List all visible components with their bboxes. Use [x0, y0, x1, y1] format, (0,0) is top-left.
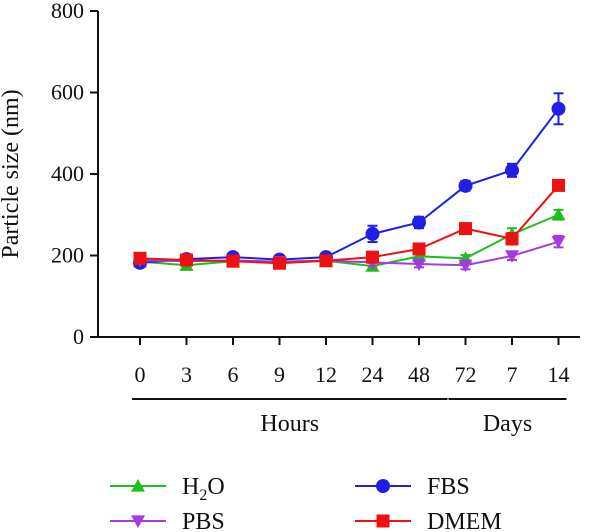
y-axis-title: Particle size (nm)	[0, 89, 24, 258]
legend-item-dmem: DMEM	[355, 509, 502, 532]
data-point	[505, 163, 519, 178]
group-brackets: Hours Days	[132, 398, 567, 437]
series-line	[139, 213, 559, 268]
series-pbs	[133, 234, 566, 273]
legend-item-h2o: H2O	[110, 474, 225, 504]
series-fbs	[133, 92, 566, 270]
group-label: Days	[483, 411, 532, 437]
data-point	[365, 226, 380, 241]
data-point	[319, 254, 333, 268]
legend-label: H2O	[182, 474, 225, 504]
data-point	[412, 215, 426, 230]
data-point	[366, 250, 379, 264]
series-dmem	[133, 178, 565, 270]
legend-item-pbs: PBS	[110, 509, 225, 532]
legend-marker	[376, 479, 390, 493]
y-tick-label: 400	[51, 161, 84, 186]
legend-marker	[131, 479, 145, 492]
data-point	[458, 178, 473, 193]
x-tick-label: 48	[408, 362, 430, 387]
series-line	[139, 184, 560, 265]
data-point	[412, 258, 426, 272]
x-tick-label: 3	[181, 362, 192, 387]
data-point	[459, 222, 472, 236]
y-tick-label: 200	[51, 243, 84, 268]
x-tick-label: 9	[274, 362, 285, 387]
legend: H2O FBS PBS DMEM	[110, 474, 502, 532]
data-point	[551, 207, 566, 221]
y-tick-label: 600	[51, 80, 84, 105]
data-point	[505, 232, 519, 246]
x-tick-label: 12	[315, 362, 337, 387]
legend-marker	[131, 515, 145, 528]
data-point	[551, 236, 566, 249]
data-point	[273, 256, 286, 270]
data-point	[180, 253, 193, 267]
x-tick-label: 6	[228, 362, 239, 387]
x-tick-label: 7	[507, 362, 518, 387]
group-label: Hours	[260, 411, 319, 437]
legend-label: FBS	[427, 474, 470, 500]
data-point	[551, 101, 566, 116]
axes	[90, 10, 580, 345]
series-line	[139, 108, 560, 264]
x-tick-label: 14	[548, 362, 570, 387]
legend-item-fbs: FBS	[355, 474, 470, 500]
data-point	[458, 259, 473, 273]
legend-marker	[376, 514, 390, 528]
legend-label: DMEM	[427, 509, 502, 532]
y-tick-label: 800	[51, 0, 84, 23]
legend-label: PBS	[182, 509, 225, 532]
x-tick-label: 0	[135, 362, 146, 387]
data-point	[133, 251, 147, 265]
data-point	[505, 250, 519, 263]
x-tick-label: 24	[362, 362, 384, 387]
data-point	[226, 254, 240, 268]
data-point	[552, 178, 565, 192]
y-tick-label: 0	[73, 324, 84, 349]
series	[133, 92, 566, 273]
tick-labels: 0 200 400 600 800 0 3 6 9 12 24 48 72 7 14	[51, 0, 570, 387]
data-point	[412, 242, 426, 256]
x-tick-label: 72	[455, 362, 477, 387]
